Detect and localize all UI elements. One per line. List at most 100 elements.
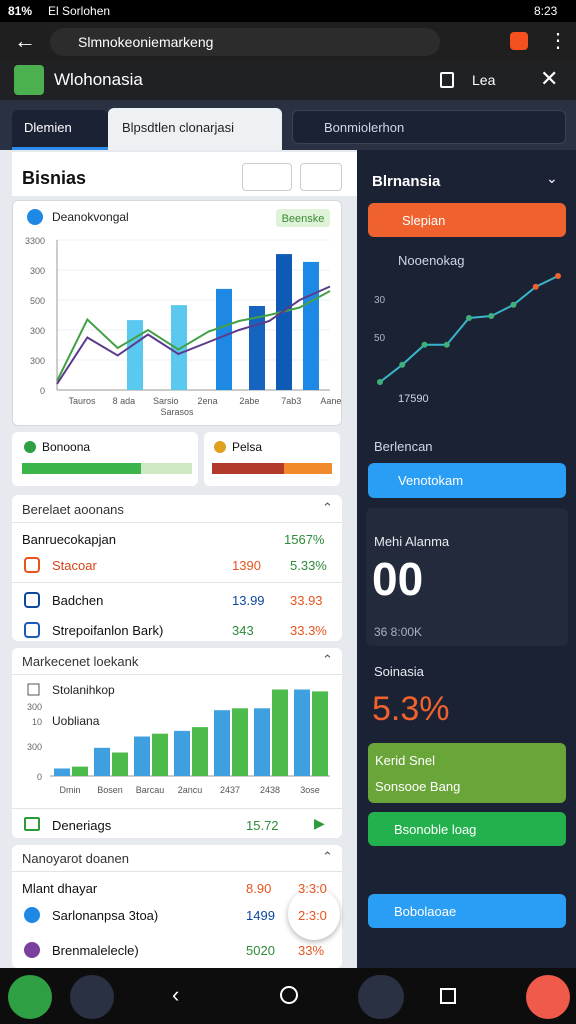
big-number: 00 xyxy=(372,553,424,605)
x-tick-label: 7ab3 xyxy=(281,396,301,406)
doc-icon[interactable] xyxy=(440,72,454,88)
collapse-button[interactable]: ⌄ xyxy=(546,170,558,186)
point xyxy=(421,341,428,348)
row-icon xyxy=(24,557,40,573)
green-card[interactable] xyxy=(368,743,566,803)
x-tick-label: Barcau xyxy=(136,785,165,795)
app-bar xyxy=(0,62,576,100)
bar xyxy=(174,730,190,776)
chart: 30 50 17590 xyxy=(374,273,561,405)
button[interactable]: Slepian xyxy=(368,203,566,237)
button[interactable]: Bsonoble loag xyxy=(368,812,566,846)
tab-dropdown[interactable] xyxy=(292,110,566,144)
card-subtitle: Sonsooe Bang xyxy=(375,779,461,794)
close-button[interactable]: ✕ xyxy=(540,66,559,91)
progress-card xyxy=(12,432,198,486)
legend-label: Stolanihkop xyxy=(52,683,115,697)
row-value: 1567% xyxy=(284,532,325,547)
shield-button[interactable] xyxy=(300,163,342,191)
button[interactable]: Venotokam xyxy=(368,463,566,498)
fab[interactable] xyxy=(288,888,340,940)
row-label: Badchen xyxy=(52,593,104,608)
bar xyxy=(214,710,230,776)
footer-icon xyxy=(24,817,40,831)
collapse-button[interactable]: ⌃ xyxy=(322,500,333,515)
y-tick-label: 3300 xyxy=(25,236,45,246)
button-label: Slepian xyxy=(402,212,446,228)
row-value: 1390 xyxy=(232,558,261,573)
line-series xyxy=(56,285,331,385)
tab[interactable] xyxy=(12,110,108,150)
bar xyxy=(232,708,248,776)
nav-home[interactable] xyxy=(8,975,52,1019)
url-field[interactable] xyxy=(50,28,440,56)
nav-back[interactable]: ‹ xyxy=(172,982,180,1007)
tab-label: Blpsdtlen clonarjasi xyxy=(122,120,235,135)
progress-icon xyxy=(214,441,226,453)
play-button[interactable]: ▶ xyxy=(314,815,325,831)
bar xyxy=(192,727,208,776)
tab-label: Bonmiolerhon xyxy=(324,120,405,135)
bar xyxy=(216,288,232,390)
x-tick-label: Tauros xyxy=(68,396,96,406)
filter-button[interactable] xyxy=(242,163,292,191)
bar xyxy=(112,752,128,776)
row-icon xyxy=(24,592,40,608)
tab-label: Dlemien xyxy=(24,120,72,135)
avatar[interactable] xyxy=(14,65,44,95)
row-value: 33.93 xyxy=(290,593,323,608)
bar xyxy=(72,766,88,776)
x-tick-label: 3ose xyxy=(300,785,320,795)
tab-active[interactable] xyxy=(108,108,282,150)
button-label: Venotokam xyxy=(398,473,464,488)
row-icon xyxy=(24,942,40,958)
legend-icon xyxy=(27,683,40,696)
y-tick-label: 0 xyxy=(37,772,42,782)
card-footer: 36 8:00K xyxy=(374,625,423,639)
chart: Deanokvongal Beenske 3300 300 500 300 300 0 Ta… xyxy=(25,209,342,417)
nav-square[interactable] xyxy=(440,988,456,1004)
back-button[interactable]: ← xyxy=(14,28,36,53)
card-title: Mehi Alanma xyxy=(374,534,450,549)
nav-tabs[interactable] xyxy=(358,975,404,1019)
progress-card xyxy=(204,432,340,486)
time: 8:23 xyxy=(534,4,558,18)
battery: 81% xyxy=(8,4,33,18)
progress-bar xyxy=(212,463,284,474)
button[interactable]: Bobolaoae xyxy=(368,894,566,928)
x-tick-label: Aanes xyxy=(320,396,342,406)
nav-profile[interactable] xyxy=(526,975,570,1019)
y-tick-label: 30 xyxy=(374,295,386,306)
progress-icon xyxy=(24,441,36,453)
menu-button[interactable]: ⋮ xyxy=(548,30,568,52)
extension-icon[interactable] xyxy=(510,32,528,50)
row-value: 3:3:0 xyxy=(298,881,327,896)
progress-label: Bonoona xyxy=(42,440,91,454)
y-tick-label: 300 xyxy=(30,356,45,366)
row-value: 8.90 xyxy=(246,881,272,896)
collapse-button[interactable]: ⌃ xyxy=(322,652,333,667)
point xyxy=(488,313,495,319)
row-label: Strepoifanlon Bark) xyxy=(52,623,164,638)
divider xyxy=(12,871,342,872)
bar xyxy=(294,689,310,776)
app-action[interactable]: Lea xyxy=(472,72,496,88)
stat-value: 5.3% xyxy=(372,690,450,728)
bar xyxy=(272,689,288,776)
app-title: Wlohonasia xyxy=(54,70,143,89)
x-tick-label: 2ena xyxy=(198,396,218,406)
bar xyxy=(127,320,143,390)
x-tick-label: 8 ada xyxy=(113,396,136,406)
section-title: Nanoyarot doanen xyxy=(22,851,129,866)
point xyxy=(399,361,406,368)
bar xyxy=(171,305,187,390)
collapse-button[interactable]: ⌃ xyxy=(322,849,333,864)
progress-label: Pelsa xyxy=(232,440,263,454)
nav-bag[interactable] xyxy=(70,975,114,1019)
panel-header xyxy=(12,152,357,196)
nav-search[interactable] xyxy=(280,986,298,1004)
url: Slmnokeoniemarkeng xyxy=(78,34,214,50)
bar xyxy=(254,708,270,776)
bar xyxy=(249,306,265,390)
x-tick-label: Sarsio xyxy=(153,396,179,406)
